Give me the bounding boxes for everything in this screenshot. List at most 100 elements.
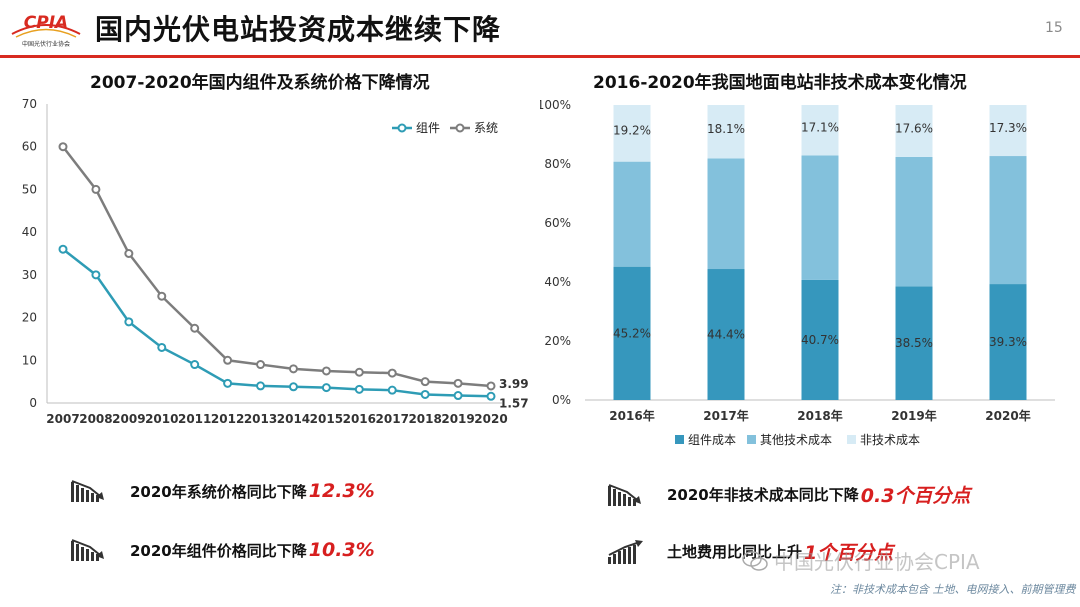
page-number: 15	[1045, 20, 1063, 36]
data-point	[190, 323, 200, 333]
data-point	[124, 317, 134, 327]
data-point	[288, 364, 298, 374]
stat-value: 1个百分点	[804, 542, 894, 564]
data-label: 17.3%	[989, 121, 1027, 135]
legend-label: 组件	[416, 121, 440, 135]
x-tick-label: 2018	[408, 412, 441, 426]
bar-segment	[989, 156, 1027, 285]
x-tick-label: 2017年	[703, 408, 748, 423]
downtrend-icon	[608, 483, 641, 506]
x-tick-label: 2016年	[609, 408, 654, 423]
data-point	[58, 244, 68, 254]
bar-segment	[707, 105, 745, 159]
stat-value: 0.3个百分点	[860, 485, 971, 507]
stat-nontech-cost: 2020年非技术成本同比下降 0.3个百分点	[607, 481, 970, 508]
x-tick-label: 2015	[310, 412, 343, 426]
stacked-bar-chart: 0% 20% 40% 60% 80% 100% 45.2% 19.2% 2016年 44.4% 18…	[540, 98, 1055, 447]
stat-system-price: 2020年系统价格同比下降 12.3%	[70, 478, 375, 504]
stat-land-cost: 土地费用比同比上升 1个百分点	[607, 538, 893, 565]
y-tick-label: 40	[22, 225, 37, 239]
x-tick-label: 2018年	[797, 408, 842, 423]
data-point	[91, 184, 101, 194]
x-tick-label: 2010	[145, 412, 178, 426]
y-tick-label: 60%	[544, 216, 571, 230]
header: CPIA 中国光伏行业协会 国内光伏电站投资成本继续下降 15	[0, 0, 1080, 58]
bar-segment	[801, 155, 839, 280]
legend-marker	[397, 123, 407, 133]
bar-segment	[707, 269, 745, 400]
data-point	[354, 384, 364, 394]
x-tick-label: 2007	[46, 412, 79, 426]
bar-segment	[989, 284, 1027, 400]
y-tick-label: 20%	[544, 334, 571, 348]
y-tick-label: 0	[29, 396, 37, 410]
data-point	[453, 391, 463, 401]
x-tick-label: 2020年	[985, 408, 1030, 423]
data-label: 44.4%	[707, 328, 745, 342]
data-point	[256, 360, 266, 370]
legend-swatch	[747, 435, 756, 444]
bar-segment	[989, 105, 1027, 157]
logo-text: CPIA	[24, 13, 68, 33]
y-tick-label: 30	[22, 268, 37, 282]
x-tick-label: 2012	[211, 412, 244, 426]
data-point	[453, 378, 463, 388]
y-tick-label: 50	[22, 182, 37, 196]
y-tick-label: 100%	[540, 98, 571, 112]
bar-segment	[895, 286, 933, 400]
data-label: 40.7%	[801, 333, 839, 347]
bar-segment	[707, 158, 745, 270]
data-point	[256, 381, 266, 391]
x-tick-label: 2008	[79, 412, 112, 426]
x-tick-label: 2016	[343, 412, 376, 426]
y-tick-label: 0%	[552, 393, 571, 407]
data-point	[321, 366, 331, 376]
legend-label: 非技术成本	[860, 433, 920, 447]
bar-chart-title: 2016-2020年我国地面电站非技术成本变化情况	[593, 73, 967, 93]
x-tick-label: 2017	[376, 412, 409, 426]
legend-marker	[455, 123, 465, 133]
data-point	[321, 383, 331, 393]
y-tick-label: 70	[22, 97, 37, 111]
stat-label: 土地费用比同比上升	[667, 543, 803, 561]
bar-segment	[895, 156, 933, 287]
data-point	[420, 377, 430, 387]
y-tick-label: 60	[22, 140, 37, 154]
bar-segment	[801, 279, 839, 400]
page-title: 国内光伏电站投资成本继续下降	[95, 13, 502, 46]
data-point	[124, 249, 134, 258]
legend-swatch	[675, 435, 684, 444]
data-point	[91, 270, 101, 280]
stat-value: 12.3%	[308, 480, 375, 502]
data-point	[157, 342, 167, 352]
data-point	[387, 385, 397, 395]
data-point	[354, 367, 364, 377]
series-line	[62, 145, 492, 388]
stat-label: 2020年非技术成本同比下降	[667, 486, 859, 504]
data-point	[223, 378, 233, 388]
y-tick-label: 40%	[544, 275, 571, 289]
x-tick-label: 2013	[244, 412, 277, 426]
legend-label: 组件成本	[688, 433, 736, 447]
footnote: 注：非技术成本包含 土地、电网接入、前期管理费	[830, 583, 1076, 596]
x-tick-label: 2009	[112, 412, 145, 426]
data-point	[387, 368, 397, 378]
data-point	[420, 389, 430, 399]
legend-label: 其他技术成本	[760, 433, 832, 447]
data-point	[486, 391, 496, 401]
bar-segment	[613, 105, 651, 162]
cpia-logo: CPIA 中国光伏行业协会	[11, 13, 81, 48]
data-point	[190, 360, 200, 370]
data-label: 39.3%	[989, 335, 1027, 349]
data-point	[58, 142, 68, 152]
data-point	[157, 291, 167, 301]
x-tick-label: 2020	[474, 412, 507, 426]
data-label: 19.2%	[613, 123, 651, 137]
watermark: 中国光伏行业协会CPIA	[742, 546, 980, 575]
x-tick-label: 2014	[277, 412, 310, 426]
logo-subtext: 中国光伏行业协会	[22, 40, 70, 48]
wechat-icon	[742, 550, 768, 571]
data-point	[486, 381, 496, 391]
series-line	[62, 248, 492, 398]
y-tick-label: 80%	[544, 157, 571, 171]
